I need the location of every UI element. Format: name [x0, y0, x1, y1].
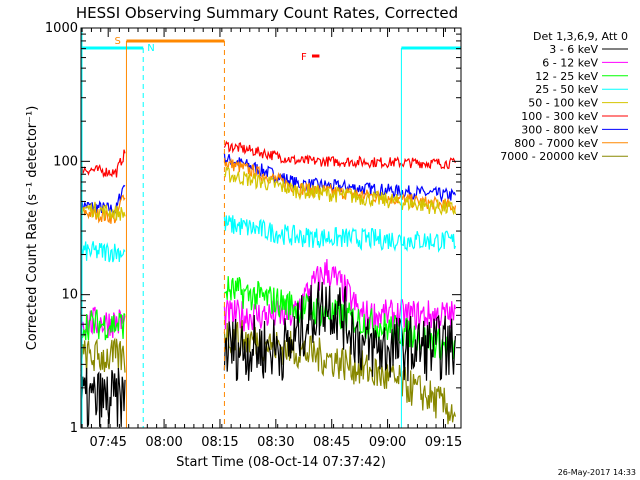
legend-label: 50 - 100 keV	[528, 97, 598, 110]
series-line-4	[80, 241, 126, 263]
x-tick-label: 09:15	[425, 435, 462, 450]
series-line-4	[223, 215, 456, 253]
legend-label: 12 - 25 keV	[535, 70, 598, 83]
x-tick-label: 09:00	[369, 435, 406, 450]
timestamp: 26-May-2017 14:33	[558, 468, 636, 477]
legend-label: 300 - 800 keV	[521, 123, 598, 136]
y-tick-label: 1	[70, 421, 78, 436]
legend-label: 7000 - 20000 keV	[500, 150, 598, 163]
x-ticks: 07:45 08:00 08:15 08:30 08:45 09:00 09:15	[81, 28, 462, 450]
x-tick-label: 08:45	[313, 435, 350, 450]
legend-label: 3 - 6 keV	[549, 43, 598, 56]
series-line-3	[80, 201, 126, 221]
annotation-label-s: S	[114, 36, 120, 47]
y-ticks: 1 10 100 1000	[45, 21, 461, 436]
annotation-label-f: F	[301, 52, 307, 63]
y-axis-label: Corrected Count Rate (s⁻¹ detector⁻¹)	[25, 106, 40, 351]
series-line-2	[223, 140, 456, 170]
x-tick-label: 08:00	[145, 435, 182, 450]
series-line-2	[80, 149, 126, 179]
annotation-label-n: N	[147, 43, 154, 54]
x-axis-label: Start Time (08-Oct-14 07:37:42)	[176, 455, 386, 470]
legend-label: 100 - 300 keV	[521, 110, 598, 123]
series-line-8	[223, 281, 456, 382]
series-line-0	[223, 153, 456, 203]
legend-label: 800 - 7000 keV	[514, 137, 598, 150]
x-tick-label: 08:30	[257, 435, 294, 450]
series-layer	[80, 140, 456, 428]
series-line-3	[223, 166, 456, 216]
series-line-8	[80, 367, 126, 428]
legend-label: 25 - 50 keV	[535, 83, 598, 96]
x-tick-label: 08:15	[201, 435, 238, 450]
x-tick-label: 07:45	[89, 435, 126, 450]
series-line-6	[80, 309, 126, 341]
series-line-5	[223, 258, 456, 332]
axes-frame	[80, 27, 462, 429]
series-line-7	[80, 337, 126, 375]
legend-label: 6 - 12 keV	[542, 56, 598, 69]
y-tick-label: 100	[53, 154, 78, 169]
y-tick-label: 10	[61, 288, 78, 303]
y-tick-label: 1000	[45, 21, 78, 36]
legend-title: Det 1,3,6,9, Att 0	[533, 30, 628, 43]
chart-title: HESSI Observing Summary Count Rates, Cor…	[76, 4, 458, 22]
